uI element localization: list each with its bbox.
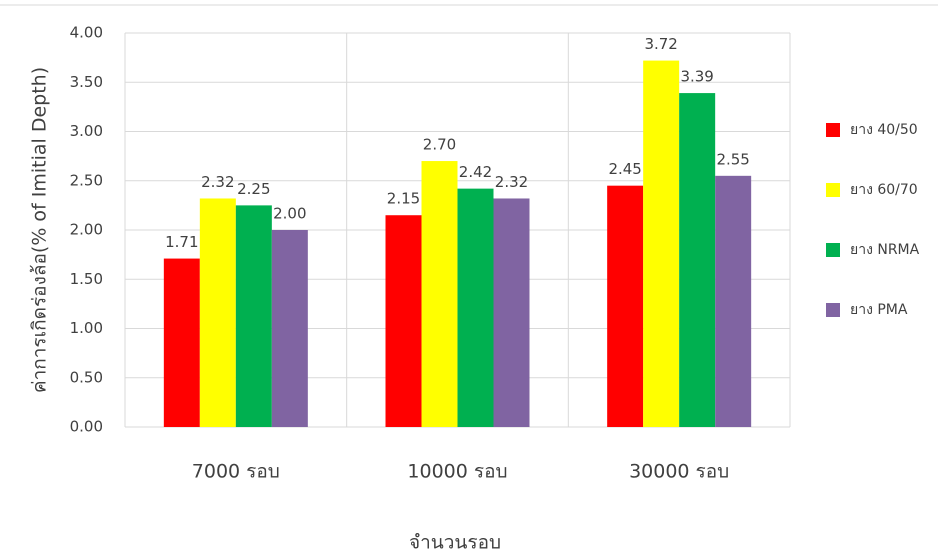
x-tick-label: 7000 รอบ <box>192 461 280 483</box>
bar <box>457 188 494 427</box>
y-tick-label: 4.00 <box>70 24 103 42</box>
bar <box>715 175 752 427</box>
y-tick-label: 3.00 <box>70 122 103 140</box>
bar <box>163 258 200 427</box>
y-tick-label: 3.50 <box>70 73 103 91</box>
legend-label: ยาง 40/50 <box>850 122 918 138</box>
x-axis-title: จำนวนรอบ <box>409 532 501 554</box>
legend-label: ยาง 60/70 <box>850 182 918 198</box>
bar <box>199 198 236 427</box>
data-label: 2.15 <box>387 190 420 208</box>
bar <box>679 93 716 428</box>
data-label: 3.39 <box>680 68 713 86</box>
data-label: 2.25 <box>237 180 270 198</box>
y-tick-label: 0.50 <box>70 368 103 386</box>
y-axis-title: ค่าการเกิดร่องล้อ(% of Imitial Depth) <box>29 67 51 393</box>
data-label: 3.72 <box>644 35 677 53</box>
x-tick-label: 10000 รอบ <box>407 461 507 483</box>
data-label: 2.32 <box>201 173 234 191</box>
legend-swatch <box>826 303 840 317</box>
bar <box>607 185 644 427</box>
legend-label: ยาง PMA <box>850 302 908 318</box>
bar <box>643 60 680 428</box>
y-tick-label: 1.00 <box>70 319 103 337</box>
data-label: 2.00 <box>273 205 306 223</box>
data-label: 1.71 <box>165 233 198 251</box>
legend-swatch <box>826 123 840 137</box>
y-tick-label: 0.00 <box>70 418 103 436</box>
data-label: 2.55 <box>716 150 749 168</box>
data-label: 2.32 <box>495 173 528 191</box>
data-label: 2.45 <box>608 160 641 178</box>
bar <box>421 161 458 428</box>
bar <box>385 215 422 427</box>
bar <box>271 230 308 427</box>
legend-swatch <box>826 243 840 257</box>
bar <box>235 205 272 427</box>
legend-swatch <box>826 183 840 197</box>
y-tick-label: 2.50 <box>70 171 103 189</box>
bar <box>493 198 530 427</box>
y-tick-label: 2.00 <box>70 221 103 239</box>
data-label: 2.70 <box>423 136 456 154</box>
legend-label: ยาง NRMA <box>850 242 920 258</box>
x-tick-label: 30000 รอบ <box>629 461 729 483</box>
y-tick-label: 1.50 <box>70 270 103 288</box>
data-label: 2.42 <box>459 163 492 181</box>
